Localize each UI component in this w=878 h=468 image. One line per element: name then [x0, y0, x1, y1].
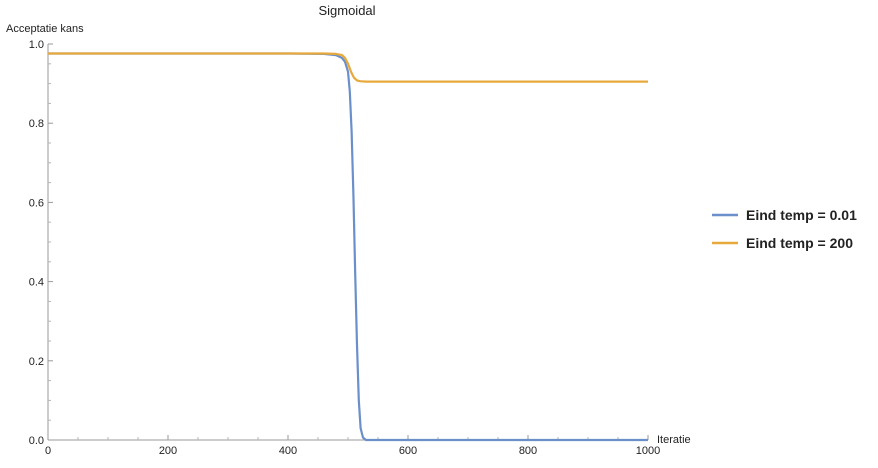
x-tick-label: 600	[399, 445, 417, 457]
legend-label: Eind temp = 0.01	[746, 207, 857, 223]
x-tick-label: 200	[159, 445, 177, 457]
axes	[47, 44, 648, 441]
chart-title: Sigmoidal	[318, 3, 375, 18]
series-line-1	[48, 52, 648, 442]
y-tick-label: 0.2	[29, 356, 44, 368]
y-tick-label: 1.0	[29, 39, 44, 51]
y-tick-label: 0.8	[29, 118, 44, 130]
series-layer	[48, 52, 648, 442]
ticks: 0 200 400 600 800 1000 0.0 0.2 0.4 0.6 0.8 1.0	[29, 39, 661, 457]
x-axis-title: Iteratie	[657, 434, 691, 446]
y-axis-title: Acceptatie kans	[6, 23, 84, 35]
y-tick-label: 0.0	[29, 435, 44, 447]
legend: Eind temp = 0.01 Eind temp = 200	[712, 207, 857, 251]
x-tick-label: 400	[279, 445, 297, 457]
y-tick-label: 0.4	[29, 277, 44, 289]
y-tick-label: 0.6	[29, 197, 44, 209]
x-tick-label: 1000	[636, 445, 660, 457]
series-line-2	[48, 52, 648, 83]
x-tick-label: 0	[45, 445, 51, 457]
x-tick-label: 800	[519, 445, 537, 457]
legend-label: Eind temp = 200	[746, 235, 853, 251]
